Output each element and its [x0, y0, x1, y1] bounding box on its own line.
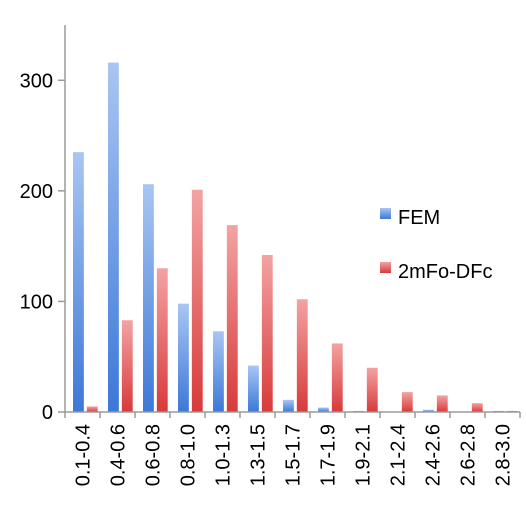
bar-fem-6 [283, 399, 294, 412]
x-tick-label: 0.4-0.6 [108, 424, 130, 486]
bar-2mfo-dfc-11 [471, 403, 483, 412]
bar-fem-1 [108, 62, 119, 413]
legend: FEM 2mFo-DFc [380, 207, 492, 283]
bar-2mfo-dfc-4 [226, 225, 238, 412]
x-axis-ticks: 0.1-0.4 0.4-0.6 0.6-0.8 0.8-1.0 1.0-1.3 1.3-1… [64, 412, 521, 486]
x-tick-label: 1.0-1.3 [213, 424, 235, 486]
x-tick-label: 1.9-2.1 [353, 424, 375, 486]
legend-swatch-2mfo-dfc [380, 262, 391, 273]
x-tick-label: 0.6-0.8 [143, 424, 165, 486]
legend-label: 2mFo-DFc [398, 261, 492, 283]
legend-swatch-fem [380, 208, 391, 219]
bar-fem-5 [248, 365, 259, 412]
x-tick-label: 1.7-1.9 [318, 424, 340, 486]
bar-fem-0 [73, 152, 84, 412]
legend-label: FEM [398, 207, 440, 229]
bar-2mfo-dfc-1 [121, 320, 133, 412]
x-tick-label: 2.4-2.6 [423, 424, 445, 486]
bar-fem-3 [178, 303, 189, 412]
x-tick-label: 2.1-2.4 [388, 424, 410, 486]
y-axis-ticks: 0 100 200 300 [20, 70, 65, 424]
y-tick-label: 0 [42, 402, 53, 424]
x-tick-label: 0.1-0.4 [73, 424, 95, 486]
y-tick-label: 300 [20, 70, 53, 92]
bar-2mfo-dfc-3 [191, 189, 203, 412]
x-tick-label: 2.8-3.0 [493, 424, 515, 486]
bar-2mfo-dfc-7 [331, 343, 343, 412]
y-tick-label: 100 [20, 291, 53, 313]
x-tick-label: 2.6-2.8 [458, 424, 480, 486]
bar-2mfo-dfc-10 [436, 395, 448, 412]
bar-fem-10 [423, 409, 434, 412]
bar-fem-4 [213, 331, 224, 412]
bars-layer [73, 62, 518, 413]
y-tick-label: 200 [20, 181, 53, 203]
x-tick-label: 1.3-1.5 [248, 424, 270, 486]
bar-2mfo-dfc-6 [296, 299, 308, 412]
x-tick-label: 1.5-1.7 [283, 424, 305, 486]
bar-2mfo-dfc-2 [156, 268, 168, 412]
bar-2mfo-dfc-0 [86, 406, 98, 412]
bar-fem-7 [318, 407, 329, 412]
bar-fem-2 [143, 184, 154, 412]
bar-2mfo-dfc-8 [366, 367, 378, 412]
bar-2mfo-dfc-9 [401, 392, 413, 412]
x-tick-label: 0.8-1.0 [178, 424, 200, 486]
bar-2mfo-dfc-5 [261, 254, 273, 412]
